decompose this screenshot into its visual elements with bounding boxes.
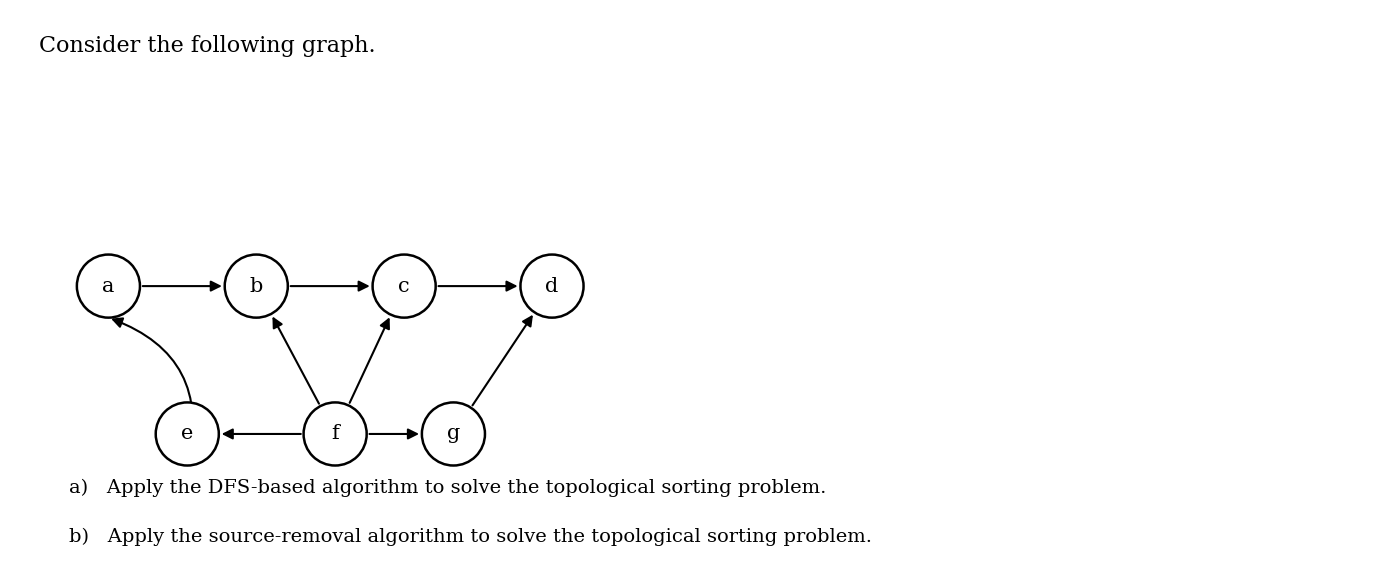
Text: d: d (546, 277, 558, 295)
Text: f: f (332, 424, 339, 444)
Circle shape (304, 403, 366, 465)
Text: a)   Apply the DFS-based algorithm to solve the topological sorting problem.: a) Apply the DFS-based algorithm to solv… (69, 478, 826, 496)
Circle shape (77, 254, 140, 318)
Circle shape (373, 254, 435, 318)
Circle shape (225, 254, 287, 318)
Circle shape (156, 403, 218, 465)
Circle shape (521, 254, 583, 318)
Text: b: b (250, 277, 263, 295)
Text: a: a (102, 277, 115, 295)
Text: b)   Apply the source-removal algorithm to solve the topological sorting problem: b) Apply the source-removal algorithm to… (69, 527, 872, 546)
Text: g: g (446, 424, 460, 444)
Circle shape (422, 403, 485, 465)
Text: e: e (181, 424, 193, 444)
Text: c: c (398, 277, 410, 295)
Text: Consider the following graph.: Consider the following graph. (40, 35, 376, 57)
